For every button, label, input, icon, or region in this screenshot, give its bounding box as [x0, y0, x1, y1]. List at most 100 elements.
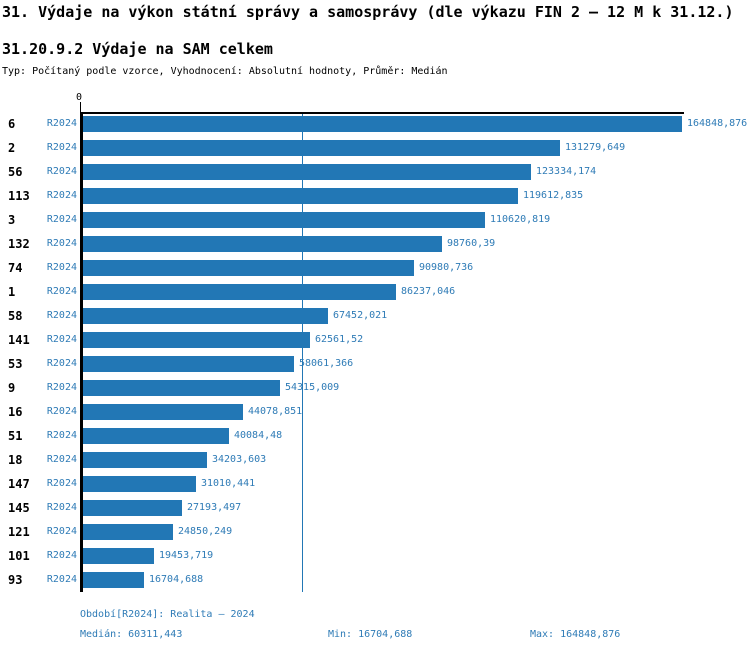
row-period-label: R2024 — [46, 502, 77, 513]
bar[interactable] — [83, 404, 243, 420]
row-period-label: R2024 — [46, 478, 77, 489]
table-row: 74 R2024 90980,736 — [0, 260, 750, 276]
row-category-label: 1 — [8, 285, 16, 299]
bar[interactable] — [83, 332, 310, 348]
table-row: 58 R2024 67452,021 — [0, 308, 750, 324]
row-period-label: R2024 — [46, 430, 77, 441]
row-category-label: 93 — [8, 573, 23, 587]
row-category-label: 147 — [8, 477, 30, 491]
row-period-label: R2024 — [46, 382, 77, 393]
bar[interactable] — [83, 164, 531, 180]
x-axis-zero-label: 0 — [76, 92, 83, 103]
table-row: 93 R2024 16704,688 — [0, 572, 750, 588]
bar[interactable] — [83, 524, 173, 540]
bar-value-label: 67452,021 — [333, 310, 388, 321]
median-line — [302, 114, 303, 592]
bar[interactable] — [83, 500, 182, 516]
chart-meta-line: Typ: Počítaný podle vzorce, Vyhodnocení:… — [2, 66, 448, 77]
row-period-label: R2024 — [46, 238, 77, 249]
bar[interactable] — [83, 476, 196, 492]
row-category-label: 16 — [8, 405, 23, 419]
row-category-label: 145 — [8, 501, 30, 515]
bar-value-label: 16704,688 — [149, 574, 204, 585]
table-row: 16 R2024 44078,851 — [0, 404, 750, 420]
bar-value-label: 98760,39 — [447, 238, 496, 249]
bar-value-label: 24850,249 — [178, 526, 233, 537]
bar[interactable] — [83, 308, 328, 324]
row-period-label: R2024 — [46, 454, 77, 465]
bar-value-label: 19453,719 — [159, 550, 214, 561]
footer-min-stat: Min: 16704,688 — [328, 629, 413, 640]
row-period-label: R2024 — [46, 262, 77, 273]
table-row: 6 R2024 164848,876 — [0, 116, 750, 132]
row-category-label: 51 — [8, 429, 23, 443]
row-category-label: 3 — [8, 213, 16, 227]
chart-subtitle: 31.20.9.2 Výdaje na SAM celkem — [2, 40, 273, 58]
footer-max-stat: Max: 164848,876 — [530, 629, 621, 640]
row-period-label: R2024 — [46, 358, 77, 369]
row-category-label: 56 — [8, 165, 23, 179]
x-axis-tick — [80, 102, 81, 112]
row-period-label: R2024 — [46, 286, 77, 297]
bar[interactable] — [83, 452, 207, 468]
bar-chart: 0 6 R2024 164848,876 2 R2024 131279,649 56 R202… — [0, 92, 750, 594]
bar[interactable] — [83, 284, 396, 300]
row-period-label: R2024 — [46, 118, 77, 129]
bar[interactable] — [83, 212, 485, 228]
row-period-label: R2024 — [46, 190, 77, 201]
row-period-label: R2024 — [46, 526, 77, 537]
table-row: 113 R2024 119612,835 — [0, 188, 750, 204]
row-period-label: R2024 — [46, 214, 77, 225]
bar-value-label: 90980,736 — [419, 262, 474, 273]
bar[interactable] — [83, 548, 154, 564]
bar[interactable] — [83, 116, 682, 132]
row-period-label: R2024 — [46, 574, 77, 585]
row-category-label: 53 — [8, 357, 23, 371]
bar[interactable] — [83, 260, 414, 276]
footer-median-stat: Medián: 60311,443 — [80, 629, 183, 640]
bar-value-label: 27193,497 — [187, 502, 242, 513]
table-row: 18 R2024 34203,603 — [0, 452, 750, 468]
bar-value-label: 54315,009 — [285, 382, 340, 393]
bar[interactable] — [83, 428, 229, 444]
bar[interactable] — [83, 140, 560, 156]
row-category-label: 141 — [8, 333, 30, 347]
page-title: 31. Výdaje na výkon státní správy a samo… — [2, 3, 734, 21]
row-category-label: 9 — [8, 381, 16, 395]
row-category-label: 101 — [8, 549, 30, 563]
row-period-label: R2024 — [46, 142, 77, 153]
bar-value-label: 110620,819 — [490, 214, 551, 225]
bar[interactable] — [83, 188, 518, 204]
bar-value-label: 44078,851 — [248, 406, 303, 417]
row-category-label: 6 — [8, 117, 16, 131]
table-row: 9 R2024 54315,009 — [0, 380, 750, 396]
table-row: 51 R2024 40084,48 — [0, 428, 750, 444]
table-row: 53 R2024 58061,366 — [0, 356, 750, 372]
bar-value-label: 34203,603 — [212, 454, 267, 465]
bar[interactable] — [83, 236, 442, 252]
row-period-label: R2024 — [46, 334, 77, 345]
table-row: 132 R2024 98760,39 — [0, 236, 750, 252]
table-row: 2 R2024 131279,649 — [0, 140, 750, 156]
bar[interactable] — [83, 356, 294, 372]
table-row: 101 R2024 19453,719 — [0, 548, 750, 564]
table-row: 1 R2024 86237,046 — [0, 284, 750, 300]
x-axis-line — [80, 112, 684, 114]
bar-value-label: 86237,046 — [401, 286, 456, 297]
bar-value-label: 119612,835 — [523, 190, 584, 201]
table-row: 145 R2024 27193,497 — [0, 500, 750, 516]
bar-value-label: 58061,366 — [299, 358, 354, 369]
row-category-label: 2 — [8, 141, 16, 155]
bar[interactable] — [83, 572, 144, 588]
bar-value-label: 123334,174 — [536, 166, 597, 177]
row-category-label: 132 — [8, 237, 30, 251]
row-category-label: 74 — [8, 261, 23, 275]
row-period-label: R2024 — [46, 166, 77, 177]
bar[interactable] — [83, 380, 280, 396]
row-category-label: 58 — [8, 309, 23, 323]
y-axis-line — [80, 112, 83, 592]
bar-value-label: 31010,441 — [201, 478, 256, 489]
bar-value-label: 62561,52 — [315, 334, 364, 345]
table-row: 147 R2024 31010,441 — [0, 476, 750, 492]
